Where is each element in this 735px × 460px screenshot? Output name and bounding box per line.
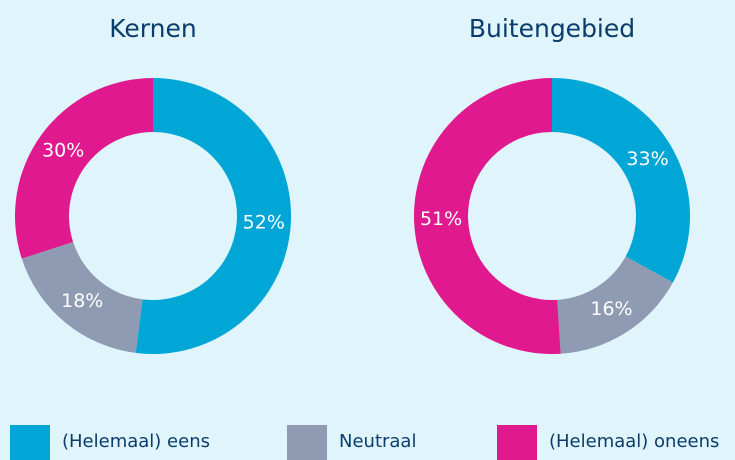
donut-segment	[14, 78, 154, 259]
chart-title: Kernen	[109, 14, 196, 43]
donut-segment	[413, 78, 561, 355]
value-label: 16%	[590, 298, 632, 320]
value-label: 30%	[42, 139, 84, 161]
donut-segment	[552, 78, 690, 283]
value-label: 33%	[626, 148, 668, 170]
legend-swatch	[497, 425, 537, 460]
legend-swatch	[10, 425, 50, 460]
legend-label: (Helemaal) oneens	[549, 431, 719, 452]
legend-label: Neutraal	[339, 431, 416, 452]
value-label: 18%	[61, 290, 103, 312]
legend-label: (Helemaal) eens	[62, 431, 210, 452]
chart-title: Buitengebied	[469, 14, 635, 43]
donut-segment	[21, 241, 143, 353]
legend-swatch	[287, 425, 327, 460]
donut-segment	[135, 78, 291, 354]
donut-segment	[557, 256, 673, 354]
value-label: 52%	[243, 211, 285, 233]
value-label: 51%	[420, 208, 462, 230]
